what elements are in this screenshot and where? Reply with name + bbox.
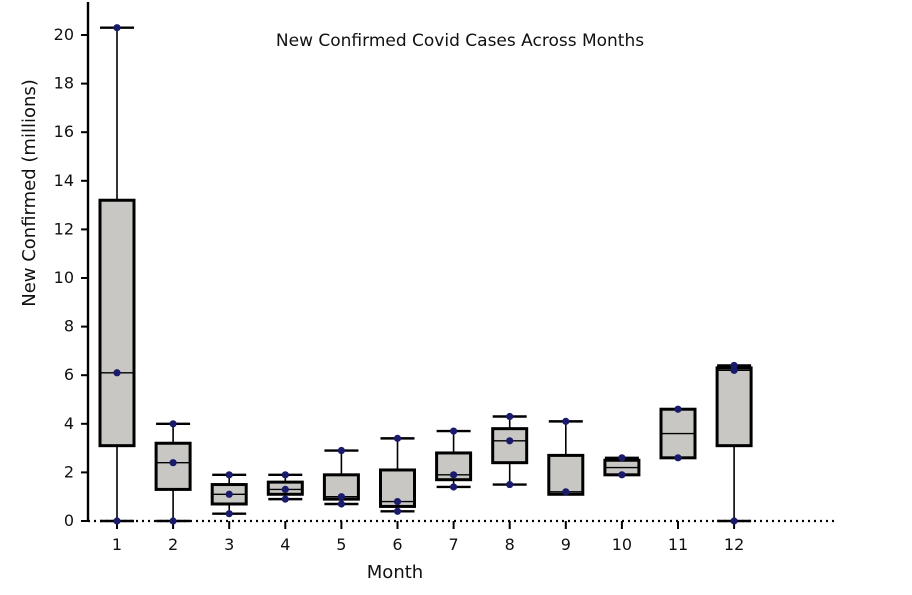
box-month-1 — [98, 24, 136, 525]
data-point — [113, 369, 121, 377]
data-point — [169, 517, 177, 525]
data-point — [225, 471, 233, 479]
data-point — [169, 459, 177, 467]
data-point — [393, 497, 402, 506]
x-tick-label: 4 — [280, 535, 290, 554]
x-tick-label: 7 — [449, 535, 459, 554]
data-point — [393, 434, 402, 442]
iqr-box — [154, 441, 192, 491]
y-tick-label: 4 — [64, 414, 74, 433]
x-tick-label: 2 — [168, 535, 178, 554]
y-tick-label: 10 — [54, 268, 74, 287]
box-month-12 — [715, 361, 753, 525]
y-tick-label: 12 — [54, 219, 74, 238]
data-point — [450, 427, 458, 435]
iqr-box — [491, 427, 529, 465]
data-point — [337, 500, 345, 508]
x-tick-label: 12 — [724, 535, 744, 554]
x-tick-label: 1 — [112, 535, 122, 554]
y-axis: 0 2 4 6 8 10 12 14 16 18 20 — [54, 2, 90, 530]
y-axis-label: New Confirmed (millions) — [19, 79, 40, 307]
data-point — [281, 471, 289, 479]
data-point — [225, 490, 233, 498]
boxes-group — [98, 24, 753, 525]
box-month-10 — [603, 454, 641, 479]
data-point — [506, 480, 514, 489]
box-month-2 — [154, 420, 192, 525]
data-point — [393, 507, 402, 515]
y-tick-label: 6 — [64, 365, 74, 384]
data-point — [337, 493, 345, 501]
box-month-4 — [266, 471, 304, 503]
box-month-9 — [547, 417, 585, 496]
y-tick-label: 18 — [54, 74, 74, 93]
x-tick-label: 10 — [612, 535, 632, 554]
box-month-6 — [379, 434, 416, 515]
data-point — [674, 405, 682, 413]
y-tick-label: 8 — [64, 317, 74, 336]
box-month-7 — [435, 427, 473, 491]
data-point — [730, 361, 738, 370]
x-tick-label: 3 — [224, 535, 234, 554]
data-point — [450, 471, 458, 479]
data-point — [562, 488, 570, 496]
data-point — [281, 485, 289, 494]
data-point — [506, 437, 514, 445]
x-tick-label: 11 — [668, 535, 688, 554]
y-tick-label: 20 — [54, 25, 74, 44]
chart-title: New Confirmed Covid Cases Across Months — [276, 31, 644, 51]
data-point — [113, 24, 121, 32]
x-tick-label: 9 — [561, 535, 571, 554]
data-point — [730, 517, 738, 525]
x-tick-label: 8 — [505, 535, 515, 554]
y-tick-label: 0 — [64, 511, 74, 530]
data-point — [337, 446, 345, 455]
data-point — [562, 417, 570, 425]
data-point — [113, 517, 121, 525]
iqr-box — [715, 366, 753, 448]
data-point — [618, 454, 626, 462]
data-point — [506, 412, 514, 421]
box-month-8 — [491, 412, 529, 489]
x-axis: 1 2 3 4 5 6 7 8 9 10 11 12 — [88, 519, 835, 554]
x-axis-label: Month — [367, 562, 423, 583]
data-point — [674, 454, 682, 462]
x-tick-label: 6 — [392, 535, 402, 554]
data-point — [618, 471, 626, 479]
box-month-3 — [210, 471, 248, 518]
box-month-11 — [659, 405, 697, 462]
x-tick-label: 5 — [336, 535, 346, 554]
box-month-5 — [322, 446, 360, 508]
data-point — [281, 495, 289, 503]
y-tick-label: 14 — [54, 171, 74, 190]
data-point — [450, 483, 458, 491]
data-point — [169, 420, 177, 428]
y-tick-label: 16 — [54, 122, 74, 141]
data-point — [225, 510, 233, 518]
iqr-box — [98, 198, 136, 448]
y-tick-label: 2 — [64, 462, 74, 481]
